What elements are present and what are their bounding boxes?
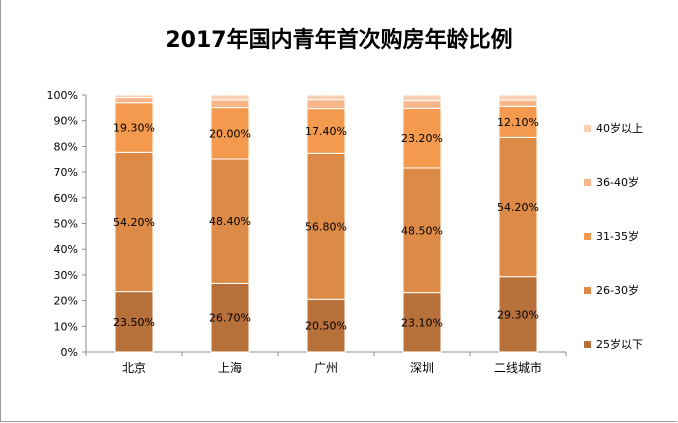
x-tick-label: 北京 — [122, 361, 146, 375]
bar-segment — [498, 276, 538, 353]
legend-swatch — [584, 287, 591, 294]
data-label: 48.50% — [401, 224, 443, 237]
data-label: 12.10% — [497, 116, 539, 129]
bar-segment — [402, 292, 442, 353]
bar-segment — [498, 105, 538, 138]
bar-segment — [114, 102, 154, 153]
y-tick-label: 60% — [54, 192, 78, 205]
bar-segment — [498, 94, 538, 101]
y-tick-label: 10% — [54, 320, 78, 333]
bar-segment — [306, 94, 346, 101]
data-label: 54.20% — [113, 216, 155, 229]
data-label: 54.20% — [497, 201, 539, 214]
legend-label: 26-30岁 — [596, 283, 639, 297]
bar-segment — [210, 99, 250, 109]
legend-label: 31-35岁 — [596, 229, 639, 243]
legend-swatch — [584, 179, 591, 186]
legend-label: 25岁以下 — [596, 337, 643, 351]
chart-title: 2017年国内青年首次购房年龄比例 — [165, 28, 513, 53]
legend-label: 40岁以上 — [596, 121, 643, 135]
bar-segment — [402, 94, 442, 102]
y-tick-label: 70% — [54, 166, 78, 179]
y-tick-label: 20% — [54, 295, 78, 308]
bar-segment — [306, 152, 346, 300]
x-tick-label: 深圳 — [410, 361, 434, 375]
bar-segment — [210, 94, 250, 101]
bar-segment — [210, 107, 250, 160]
bar-segment — [402, 167, 442, 294]
bar-segment — [402, 100, 442, 109]
data-label: 19.30% — [113, 122, 155, 135]
bar-segment — [306, 108, 346, 154]
bar-segment — [210, 158, 250, 284]
y-tick-label: 100% — [47, 89, 78, 102]
bar-segment — [114, 151, 154, 293]
y-tick-label: 40% — [54, 243, 78, 256]
x-tick-label: 上海 — [218, 360, 242, 375]
data-label: 23.10% — [401, 316, 443, 329]
y-tick-label: 30% — [54, 269, 78, 282]
legend-swatch — [584, 233, 591, 240]
y-tick-label: 90% — [54, 115, 78, 128]
data-label: 23.50% — [113, 316, 155, 329]
data-label: 26.70% — [209, 312, 251, 325]
x-tick-label: 二线城市 — [494, 360, 542, 375]
y-tick-label: 80% — [54, 140, 78, 153]
data-label: 48.40% — [209, 215, 251, 228]
data-label: 20.00% — [209, 127, 251, 140]
bar-segment — [306, 298, 346, 353]
legend-swatch — [584, 341, 591, 348]
legend-swatch — [584, 125, 591, 132]
bar-segment — [114, 97, 154, 104]
bar-segment — [306, 99, 346, 110]
y-tick-label: 50% — [54, 218, 78, 231]
data-label: 20.50% — [305, 320, 347, 333]
x-tick-label: 广州 — [314, 361, 338, 375]
bar-segment — [114, 94, 154, 99]
bar-segment — [498, 99, 538, 107]
legend-label: 36-40岁 — [596, 175, 639, 189]
bar-segment — [402, 107, 442, 169]
bar-segment — [210, 282, 250, 353]
data-label: 56.80% — [305, 220, 347, 233]
data-label: 17.40% — [305, 125, 347, 138]
bar-segment — [498, 136, 538, 278]
data-label: 29.30% — [497, 308, 539, 321]
bar-segment — [114, 291, 154, 353]
y-tick-label: 0% — [61, 346, 78, 359]
data-label: 23.20% — [401, 132, 443, 145]
